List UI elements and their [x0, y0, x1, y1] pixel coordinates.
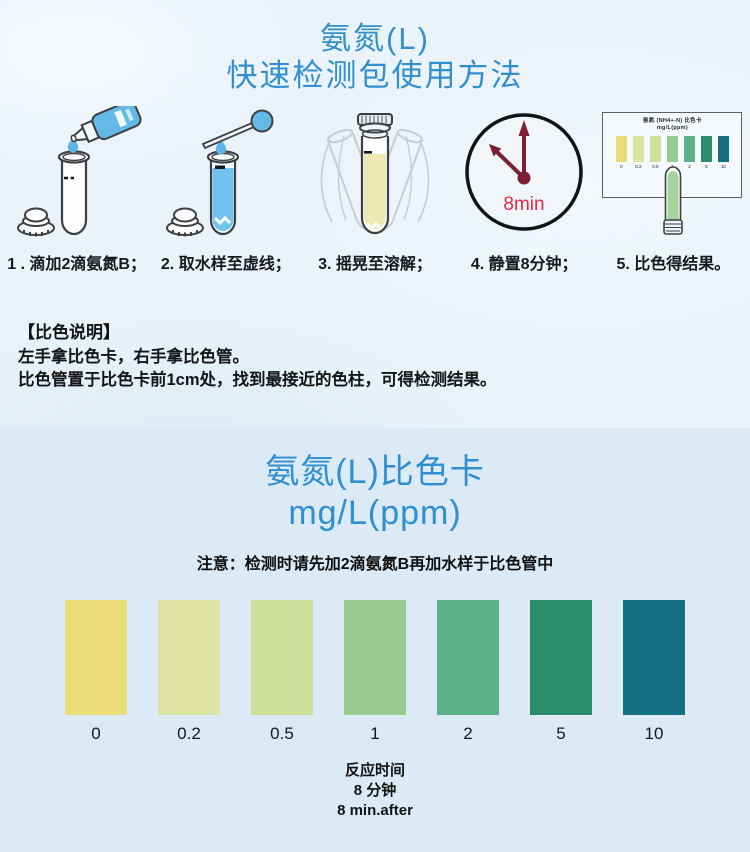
clock-icon: 8min — [465, 113, 583, 231]
step-4: 8min — [450, 106, 599, 248]
page-title-line2: 快速检测包使用方法 — [226, 58, 524, 93]
swatch-column: 5 — [530, 600, 592, 744]
step-2 — [151, 106, 300, 248]
swatch-value-label: 10 — [720, 164, 726, 169]
result-tube-icon — [663, 166, 684, 235]
drop-icon — [67, 137, 78, 153]
mini-card-title: 氨氮 (NH4+-N) 比色卡 mg/L(ppm) — [643, 118, 702, 131]
swatch-column: 0.5 — [649, 136, 661, 169]
color-swatch — [717, 136, 729, 162]
swatch-value-label: 5 — [705, 164, 708, 169]
dropper-bottle-into-tube-icon — [16, 106, 142, 237]
swatch-value-label: 2 — [463, 724, 473, 743]
usage-note: 注意：检测时请先加2滴氨氮B再加水样于比色管中 — [196, 556, 554, 573]
color-swatch — [623, 600, 685, 715]
color-swatch — [158, 600, 220, 715]
page-title-line1: 氨氮(L) — [320, 21, 430, 56]
reagent-liquid-fill — [364, 154, 387, 229]
swatch-value-label: 1 — [370, 724, 380, 743]
tube-cap-icon — [165, 207, 204, 237]
color-swatch — [437, 600, 499, 715]
step-2-caption: 2. 取水样至虚线； — [160, 256, 291, 273]
test-tube-icon — [206, 150, 239, 236]
swatch-value-label: 0 — [620, 164, 623, 169]
capped-test-tube-icon — [357, 113, 394, 235]
drop-icon — [215, 139, 227, 155]
swatch-column: 10 — [717, 136, 729, 169]
color-swatch — [615, 136, 627, 162]
swatch-column: 10 — [623, 600, 685, 744]
reaction-time-footer: 反应时间 8 分钟 8 min.after — [0, 761, 750, 821]
swatch-value-label: 0.2 — [635, 164, 642, 169]
color-swatch — [649, 136, 661, 162]
instructions-heading: 【比色说明】 — [18, 323, 120, 342]
swatch-column: 2 — [683, 136, 695, 169]
swatch-value-label: 0 — [91, 724, 101, 743]
swatch-value-label: 10 — [644, 724, 664, 743]
swatch-value-label: 2 — [688, 164, 691, 169]
color-swatch — [65, 600, 127, 715]
green-sample-fill — [667, 171, 679, 222]
footer-line-2: 8 分钟 — [353, 782, 397, 799]
color-card-title-line2: mg/L(ppm) — [288, 494, 462, 532]
color-swatch — [683, 136, 695, 162]
step-1 — [2, 106, 151, 248]
color-swatch — [666, 136, 678, 162]
fill-line-mark — [364, 151, 373, 154]
color-swatch — [700, 136, 712, 162]
usage-section: 氨氮(L) 快速检测包使用方法 — [0, 0, 750, 392]
step-1-caption: 1 . 滴加2滴氨氮B； — [7, 256, 146, 273]
swatch-column: 0 — [615, 136, 627, 169]
swatch-column: 0 — [65, 600, 127, 744]
water-sample-fill — [212, 168, 234, 231]
clock-hands — [489, 120, 531, 185]
step-4-caption: 4. 静置8分钟； — [470, 256, 578, 273]
swatch-value-label: 0.2 — [177, 724, 201, 743]
pipette-into-tube-icon — [165, 109, 274, 237]
tube-cap-top — [357, 113, 394, 139]
footer-line-1: 反应时间 — [344, 762, 405, 779]
step-captions: 1 . 滴加2滴氨氮B； 2. 取水样至虚线； 3. 摇晃至溶解； 4. 静置8… — [0, 250, 750, 274]
color-card-section: 氨氮(L)比色卡 mg/L(ppm) 注意：检测时请先加2滴氨氮B再加水样于比色… — [0, 428, 750, 852]
instructions-line-1: 左手拿比色卡，右手拿比色管。 — [18, 348, 249, 366]
fill-line-mark — [214, 165, 225, 169]
color-swatch — [632, 136, 644, 162]
step-5-caption: 5. 比色得结果。 — [616, 256, 731, 273]
swatch-value-label: 5 — [556, 724, 566, 743]
page-title: 氨氮(L) 快速检测包使用方法 — [0, 0, 750, 94]
pipette-icon — [201, 109, 274, 150]
color-swatch — [251, 600, 313, 715]
color-swatch — [530, 600, 592, 715]
steps-illustrations: 8min 氨氮 (NH4+-N) 比色卡 mg/L(ppm) 00.20.512… — [0, 106, 750, 248]
clock-label: 8min — [504, 194, 545, 215]
swatch-column: 0.5 — [251, 600, 313, 744]
swatch-column: 1 — [344, 600, 406, 744]
color-scale-chart: 0 0.2 0.5 1 2 5 10 — [0, 600, 750, 744]
step-3 — [300, 106, 449, 248]
step-3-caption: 3. 摇晃至溶解； — [318, 256, 432, 273]
swatch-column: 5 — [700, 136, 712, 169]
shaking-tube-icon — [320, 113, 430, 235]
colorimetric-instructions: 【比色说明】 左手拿比色卡，右手拿比色管。 比色管置于比色卡前1cm处，找到最接… — [0, 318, 750, 392]
footer-line-3: 8 min.after — [337, 802, 413, 819]
color-swatch — [344, 600, 406, 715]
reagent-bottle-icon — [70, 106, 142, 144]
color-card-title-line1: 氨氮(L)比色卡 — [265, 453, 485, 491]
tube-cap-bottom — [663, 219, 684, 235]
swatch-value-label: 0.5 — [270, 724, 294, 743]
instructions-line-2: 比色管置于比色卡前1cm处，找到最接近的色柱，可得检测结果。 — [18, 371, 497, 389]
swatch-value-label: 0.5 — [652, 164, 659, 169]
swatch-column: 2 — [437, 600, 499, 744]
swatch-column: 0.2 — [158, 600, 220, 744]
color-card-title: 氨氮(L)比色卡 mg/L(ppm) — [0, 428, 750, 534]
test-tube-icon — [57, 150, 90, 236]
swatch-column: 0.2 — [632, 136, 644, 169]
tube-cap-icon — [16, 207, 55, 237]
